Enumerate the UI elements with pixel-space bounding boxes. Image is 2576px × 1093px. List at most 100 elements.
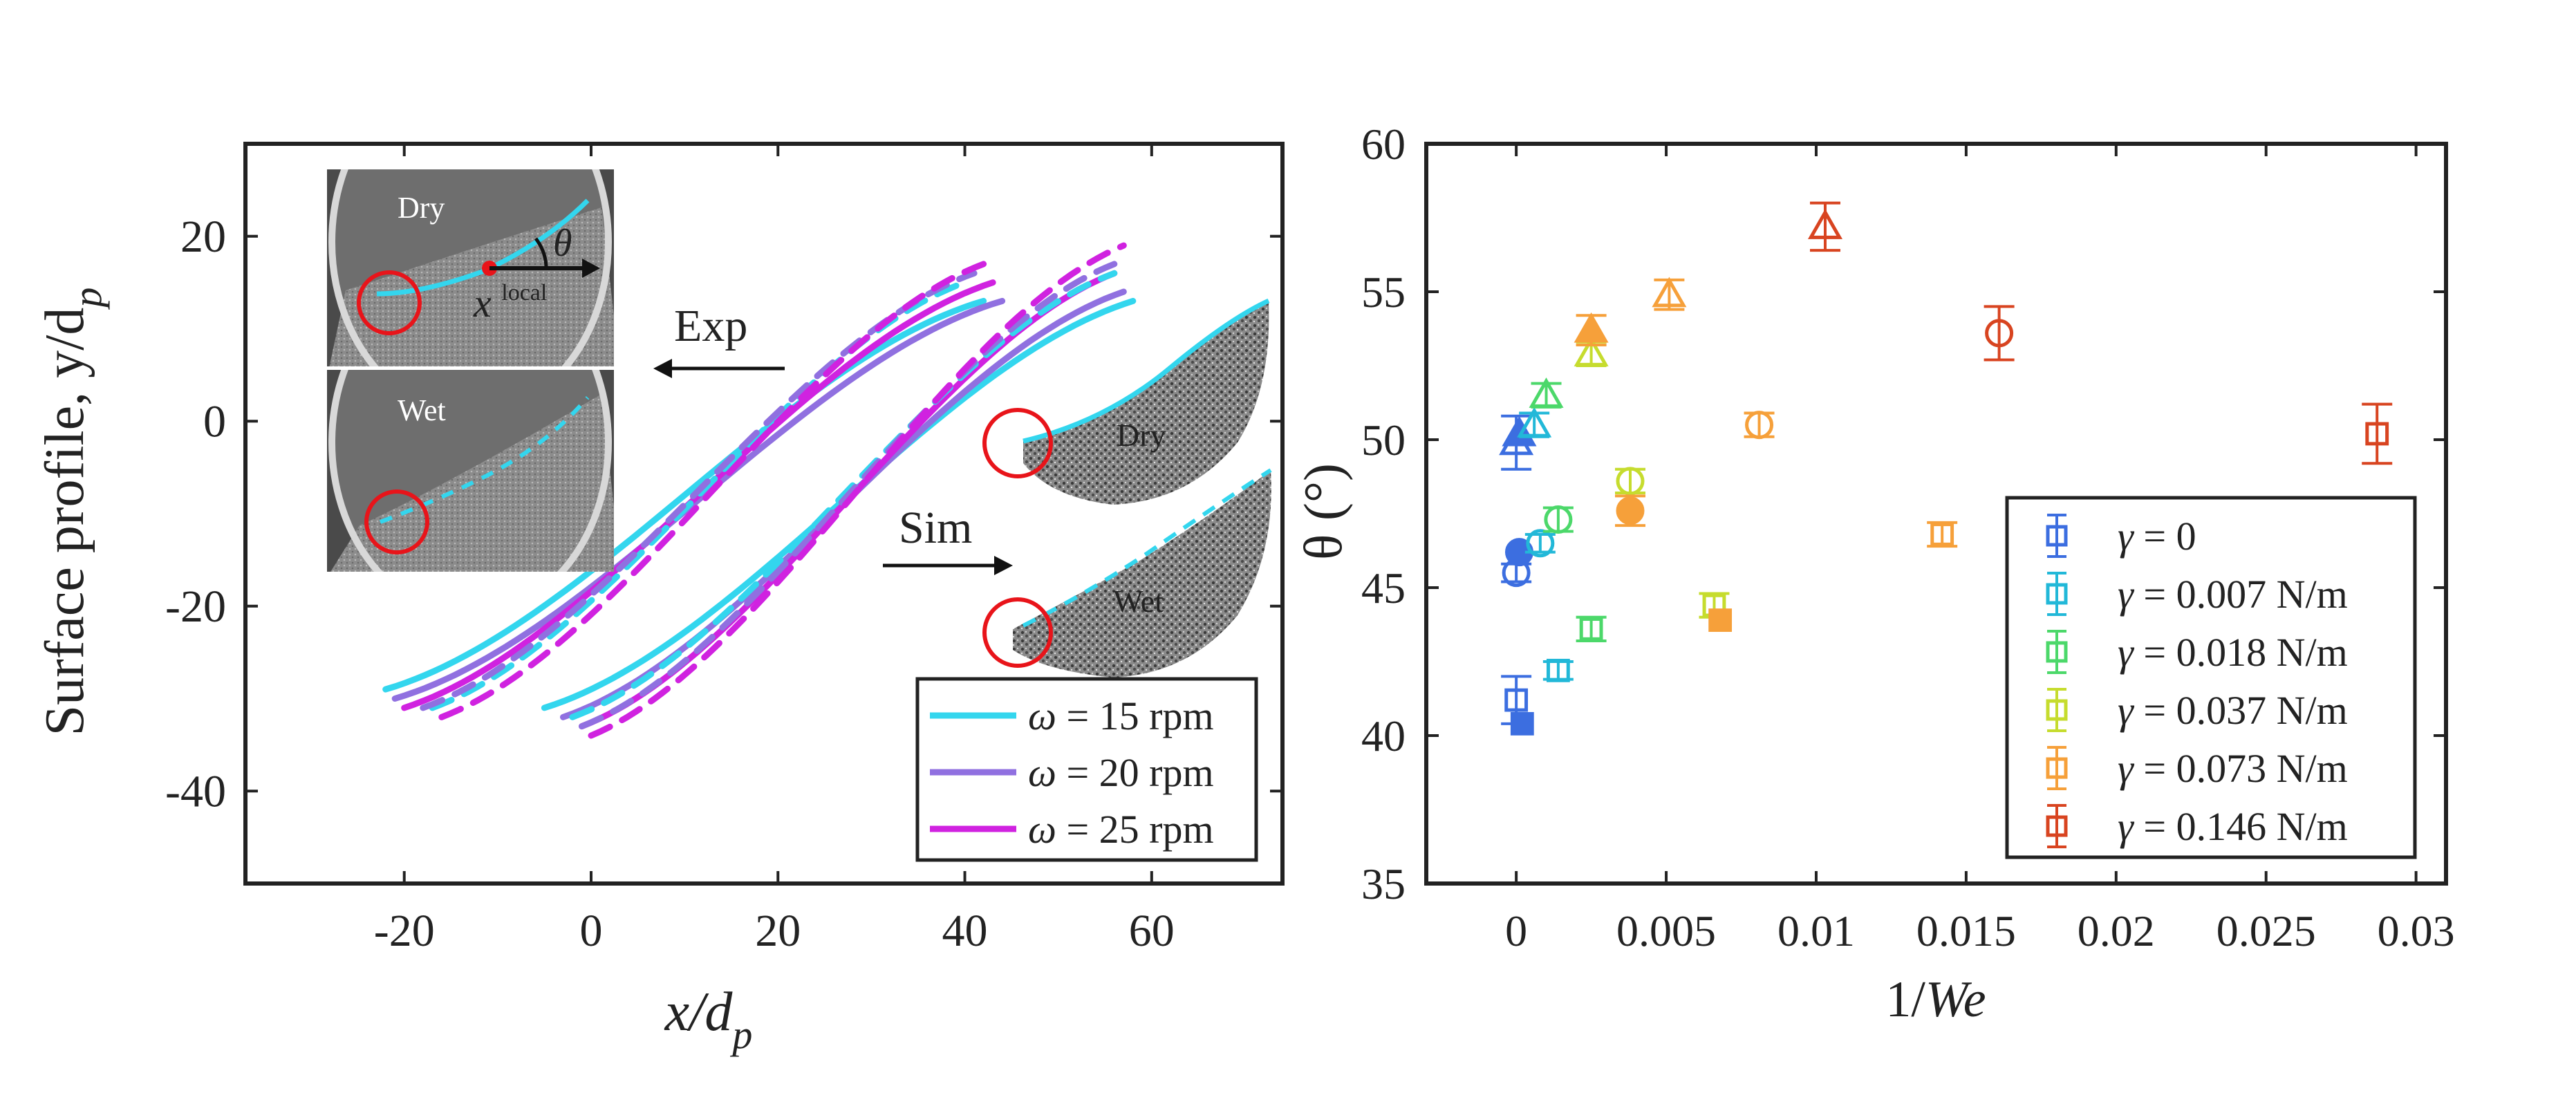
left-y-tick-label: 0 (203, 396, 226, 447)
right-legend-swatch (2046, 525, 2068, 547)
left-legend-label: ω = 25 rpm (1028, 807, 1214, 852)
left-legend-label: ω = 15 rpm (1028, 693, 1214, 738)
theta-arc (534, 237, 548, 269)
data-point-square (1708, 608, 1733, 632)
sim-wet-granular-bed (1013, 470, 1271, 678)
right-x-tick-label: 0.005 (1616, 906, 1716, 955)
right-y-tick-label: 55 (1361, 268, 1406, 317)
exp-arrowhead (653, 359, 672, 378)
left-y-tick-label: 20 (180, 212, 226, 262)
profile-curve-sim-dashed (579, 261, 1118, 730)
right-legend-swatch (2046, 583, 2068, 605)
profile-curve-exp-dashed (438, 261, 987, 720)
right-y-tick-label: 40 (1361, 711, 1406, 760)
sim-dry-granular-bed (1023, 301, 1269, 505)
sim-label: Sim (899, 503, 972, 553)
profile-curve-sim-solid (541, 297, 1137, 711)
highlight-circle-sim-wet (982, 597, 1053, 668)
left-x-axis-label: x/dp (664, 982, 753, 1057)
right-legend-label: γ = 0.007 N/m (2118, 572, 2348, 617)
right-x-tick-label: 0.01 (1777, 906, 1855, 955)
right-y-axis-label: θ (°) (1293, 463, 1353, 560)
data-point-triangle (1652, 277, 1687, 308)
left-x-tick-label: -20 (374, 906, 435, 956)
left-x-tick-label: 20 (755, 906, 801, 956)
sim-dry-surface-line (1023, 298, 1270, 444)
sim-wet-surface-line (1022, 468, 1272, 628)
data-point-square (2365, 422, 2389, 446)
left-chart-panel: -20 0 20 40 60 -40 -20 0 20 Dry Wet θ x local (35, 142, 1285, 1057)
data-point-circle (1616, 496, 1645, 525)
right-legend-label: γ = 0.018 N/m (2118, 630, 2348, 675)
data-point-triangle (1574, 336, 1609, 366)
profile-curve-exp-solid (382, 297, 987, 693)
profile-curve-exp-solid (391, 297, 1006, 702)
data-point-square (1579, 617, 1603, 641)
exp-photo-dry (327, 169, 614, 366)
highlight-circle-exp-dry (357, 270, 422, 335)
right-y-tick-label: 50 (1361, 415, 1406, 465)
sim-dry-label: Dry (1117, 418, 1166, 453)
left-y-tick-label: -20 (165, 581, 226, 632)
data-point-triangle (1574, 312, 1609, 343)
x-local-label: x local (473, 280, 547, 326)
data-point-square (1504, 688, 1529, 712)
right-x-tick-label: 0.02 (2078, 906, 2155, 955)
profile-curve-sim-dashed (588, 242, 1127, 739)
data-point-circle (1616, 467, 1645, 496)
right-y-tick-label: 35 (1361, 859, 1406, 908)
right-legend-swatch (2046, 641, 2068, 663)
exp-wet-free-surface (379, 396, 590, 524)
right-y-tick-label: 45 (1361, 563, 1406, 613)
theta-symbol: θ (553, 222, 572, 265)
right-legend-label: γ = 0.037 N/m (2118, 688, 2348, 733)
left-axis-ticks: -20 0 20 40 60 -40 -20 0 20 (165, 144, 1282, 956)
right-legend-label: γ = 0 (2118, 514, 2196, 559)
theta-arrowhead (582, 259, 600, 278)
right-chart-panel: 0 0.005 0.01 0.015 0.02 0.025 0.03 35 40 45 50 55 60… (1293, 120, 2455, 1028)
left-x-tick-label: 0 (580, 906, 603, 956)
right-x-tick-label: 0.025 (2216, 906, 2316, 955)
left-x-tick-label: 40 (942, 906, 988, 956)
data-point-square (1510, 711, 1534, 736)
right-x-axis-label: 1/We (1885, 971, 1986, 1028)
left-legend: ω = 15 rpm ω = 20 rpm ω = 25 rpm (915, 677, 1258, 862)
left-y-axis-label: Surface profile, y/dp (35, 288, 110, 736)
right-x-tick-label: 0 (1505, 906, 1527, 955)
sim-arrowhead (994, 556, 1013, 575)
data-point-triangle (1502, 415, 1537, 447)
right-scatter-points (1499, 201, 2393, 736)
left-legend-label: ω = 20 rpm (1028, 750, 1214, 795)
left-y-tick-label: -40 (165, 766, 226, 816)
right-y-tick-label: 60 (1361, 120, 1406, 169)
left-x-tick-label: 60 (1129, 906, 1175, 956)
left-profile-curves (382, 242, 1137, 739)
data-point-circle (1526, 529, 1555, 558)
right-legend-label: γ = 0.073 N/m (2118, 746, 2348, 791)
right-legend-swatch (2046, 757, 2068, 779)
sim-wet-label: Wet (1113, 583, 1164, 619)
right-axis-ticks: 0 0.005 0.01 0.015 0.02 0.025 0.03 35 40 45 50 55 60 (1361, 120, 2455, 955)
right-legend-swatch (2046, 815, 2068, 837)
data-point-square (1930, 523, 1954, 546)
right-legend-swatch (2046, 699, 2068, 721)
data-point-triangle (1807, 209, 1842, 239)
exp-photo-wet (327, 370, 614, 572)
data-point-circle (1745, 411, 1774, 440)
right-legend-label: γ = 0.146 N/m (2118, 804, 2348, 849)
right-legend-box (2005, 496, 2417, 859)
data-point-circle (1544, 505, 1573, 534)
right-legend: γ = 0 γ = 0.007 N/m γ = 0.018 N/m γ = 0.037… (2005, 496, 2417, 859)
data-point-square (1546, 658, 1570, 682)
data-point-triangle (1529, 377, 1564, 408)
data-point-triangle (1517, 407, 1552, 438)
exp-label: Exp (674, 301, 747, 351)
profile-curve-sim-dashed (569, 270, 1118, 720)
data-point-circle (1985, 319, 2014, 348)
right-x-tick-label: 0.03 (2378, 906, 2455, 955)
photo-wet-label: Wet (398, 393, 446, 427)
right-x-tick-label: 0.015 (1916, 906, 2016, 955)
highlight-circle-sim-dry (982, 408, 1053, 478)
highlight-circle-exp-wet (364, 489, 429, 554)
